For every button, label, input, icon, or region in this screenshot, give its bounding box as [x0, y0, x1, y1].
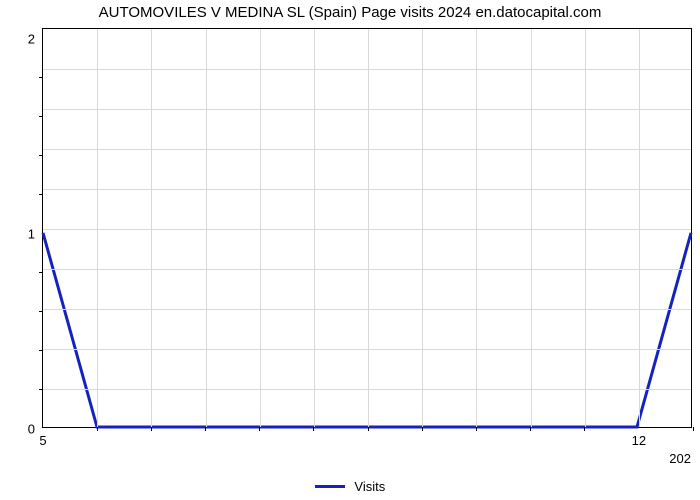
x-minor-tick	[205, 427, 206, 431]
gridline-vertical	[476, 29, 477, 427]
gridline-horizontal	[43, 189, 691, 190]
legend-swatch	[315, 485, 345, 488]
gridline-vertical	[97, 29, 98, 427]
y-minor-tick	[39, 155, 43, 156]
gridline-horizontal	[43, 109, 691, 110]
gridline-vertical	[206, 29, 207, 427]
y-minor-tick	[39, 350, 43, 351]
gridline-vertical	[368, 29, 369, 427]
x-minor-tick	[151, 427, 152, 431]
gridline-horizontal	[43, 229, 691, 230]
y-minor-tick	[39, 77, 43, 78]
x-minor-tick	[368, 427, 369, 431]
x-minor-tick	[259, 427, 260, 431]
x-minor-tick	[97, 427, 98, 431]
gridline-vertical	[151, 29, 152, 427]
gridline-horizontal	[43, 69, 691, 70]
y-minor-tick	[39, 311, 43, 312]
y-minor-tick	[39, 389, 43, 390]
gridline-vertical	[260, 29, 261, 427]
chart-title: AUTOMOVILES V MEDINA SL (Spain) Page vis…	[0, 4, 700, 21]
gridline-vertical	[585, 29, 586, 427]
gridline-horizontal	[43, 149, 691, 150]
y-minor-tick	[39, 194, 43, 195]
y-tick-label: 1	[28, 226, 43, 241]
y-minor-tick	[39, 272, 43, 273]
y-minor-tick	[39, 116, 43, 117]
plot-area: 012512202	[42, 28, 692, 428]
gridline-vertical	[422, 29, 423, 427]
gridline-horizontal	[43, 389, 691, 390]
legend-label: Visits	[354, 479, 385, 494]
x-minor-tick	[530, 427, 531, 431]
x-tick-label: 12	[632, 427, 646, 448]
gridline-vertical	[639, 29, 640, 427]
gridline-horizontal	[43, 309, 691, 310]
line-series	[43, 29, 691, 427]
x-minor-tick	[584, 427, 585, 431]
x-secondary-label: 202	[669, 427, 691, 466]
x-minor-tick	[422, 427, 423, 431]
x-minor-tick	[313, 427, 314, 431]
chart-container: AUTOMOVILES V MEDINA SL (Spain) Page vis…	[0, 0, 700, 500]
gridline-horizontal	[43, 269, 691, 270]
y-tick-label: 2	[28, 31, 43, 46]
x-tick-label: 5	[39, 427, 46, 448]
x-minor-tick	[476, 427, 477, 431]
legend: Visits	[0, 478, 700, 494]
x-minor-tick	[693, 427, 694, 431]
gridline-vertical	[314, 29, 315, 427]
visits-line	[43, 233, 691, 427]
gridline-vertical	[531, 29, 532, 427]
gridline-horizontal	[43, 349, 691, 350]
